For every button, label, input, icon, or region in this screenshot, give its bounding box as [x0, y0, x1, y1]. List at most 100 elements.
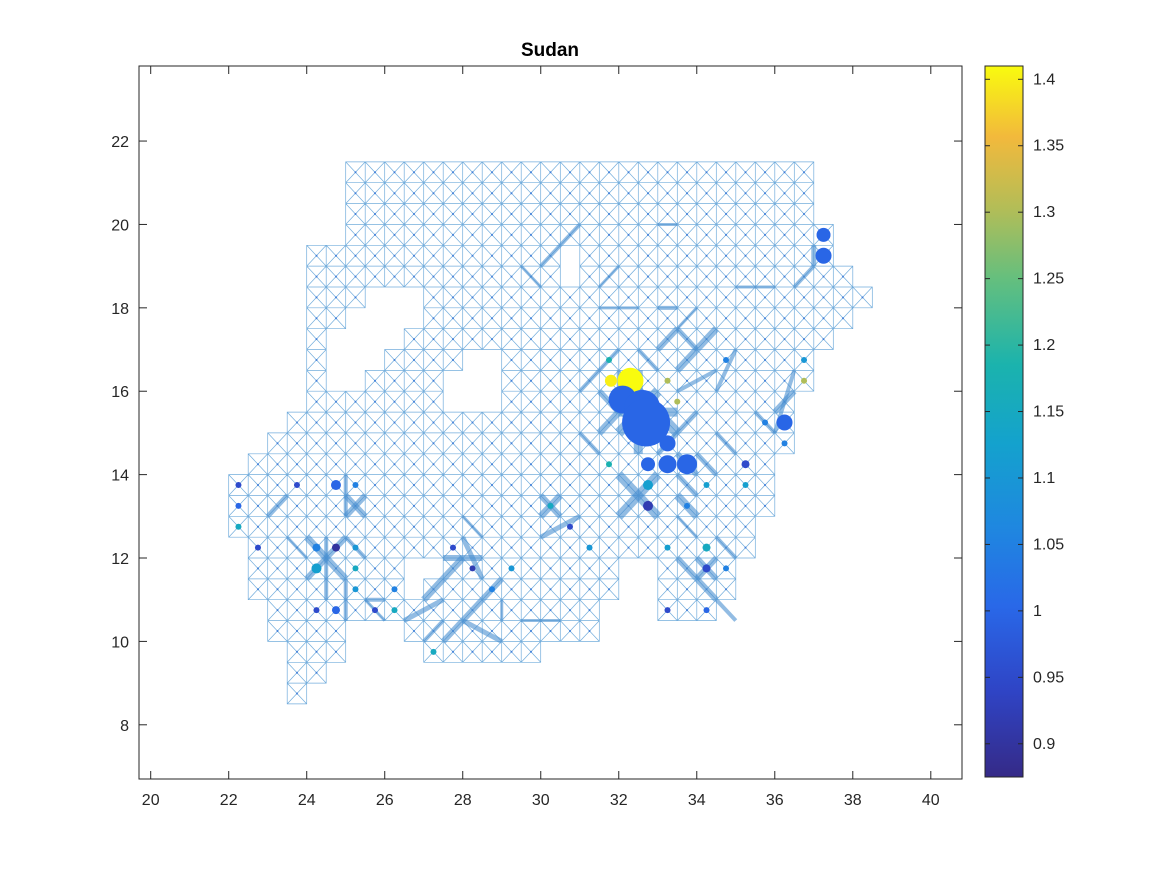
city-node	[643, 500, 654, 511]
flow-segment	[265, 493, 290, 519]
colorbar-tick-label: 0.95	[1033, 669, 1064, 686]
city-node	[312, 543, 321, 552]
city-node	[801, 377, 808, 384]
flow-segment	[539, 514, 581, 540]
x-tick-label: 40	[922, 792, 940, 809]
network-node-dots	[237, 171, 864, 695]
city-node	[815, 247, 832, 264]
flow-segment	[714, 431, 738, 456]
colorbar-tick-label: 1.15	[1033, 404, 1064, 421]
city-node	[776, 414, 793, 431]
y-tick-label: 14	[111, 468, 129, 485]
city-node	[567, 523, 574, 530]
city-node	[723, 565, 730, 572]
city-node	[331, 543, 340, 552]
flow-segment	[461, 515, 484, 539]
flow-segment	[714, 598, 738, 622]
flow-segment	[421, 555, 466, 603]
y-tick-label: 16	[111, 384, 129, 401]
city-node	[235, 502, 242, 509]
city-node	[677, 454, 698, 475]
flow-segment	[539, 223, 582, 268]
plot-area: 20 22 24 26 28 30 32 34 36 38 40 8 10 12 14 16 18 20 22	[111, 65, 963, 809]
colorbar-tick-label: 1.3	[1033, 204, 1055, 221]
city-node	[430, 648, 437, 655]
city-node	[352, 586, 359, 593]
colorbar-ticks: 0.9 0.95 1 1.05 1.1 1.15 1.2 1.25 1.3 1.35 1.4	[985, 71, 1064, 753]
city-node	[311, 563, 322, 574]
city-node	[703, 482, 710, 489]
city-node	[391, 586, 398, 593]
flow-segment	[286, 536, 308, 560]
y-tick-label: 12	[111, 551, 129, 568]
city-node	[674, 398, 681, 405]
city-node	[293, 482, 300, 489]
colorbar-tick-label: 1.1	[1033, 470, 1055, 487]
city-node	[604, 374, 617, 387]
x-tick-label: 36	[766, 792, 784, 809]
y-tick-label: 10	[111, 634, 129, 651]
city-node	[469, 565, 476, 572]
flow-segment	[675, 555, 719, 602]
city-node	[762, 419, 769, 426]
city-node	[664, 544, 671, 551]
flow-segment	[598, 265, 620, 289]
flow-segment	[636, 348, 660, 372]
x-tick-label: 26	[376, 792, 394, 809]
flow-segment	[461, 618, 503, 644]
city-node	[664, 607, 671, 614]
flow-segment	[403, 597, 445, 623]
city-node	[702, 543, 711, 552]
city-node	[723, 356, 730, 363]
flow-segment	[792, 264, 816, 289]
city-node	[352, 482, 359, 489]
city-node	[352, 544, 359, 551]
flow-segment	[675, 472, 699, 498]
y-axis-ticks: 8 10 12 14 16 18 20 22	[111, 134, 962, 735]
flow-segment	[675, 326, 699, 352]
flow-segment	[578, 348, 621, 393]
colorbar: 0.9 0.95 1 1.05 1.1 1.15 1.2 1.25 1.3 1.35 1.4	[984, 65, 1064, 778]
city-node	[547, 502, 554, 509]
city-node	[488, 586, 495, 593]
colorbar-gradient	[984, 65, 1024, 778]
flow-segment	[460, 536, 485, 580]
city-node	[659, 435, 676, 452]
colorbar-tick-label: 0.9	[1033, 736, 1055, 753]
y-tick-label: 20	[111, 217, 129, 234]
x-tick-label: 28	[454, 792, 472, 809]
city-node	[641, 457, 656, 472]
city-node	[508, 565, 515, 572]
city-node	[606, 461, 613, 468]
city-node	[742, 482, 749, 489]
city-node	[254, 544, 261, 551]
flow-segment	[676, 515, 698, 539]
flow-segment	[676, 306, 698, 330]
flow-segment	[422, 619, 445, 643]
y-tick-label: 18	[111, 301, 129, 318]
city-node	[741, 460, 750, 469]
city-node	[658, 455, 677, 474]
city-node	[816, 227, 831, 242]
city-node	[781, 440, 788, 447]
city-node	[352, 565, 359, 572]
city-node	[801, 356, 808, 363]
colorbar-tick-label: 1.05	[1033, 536, 1064, 553]
flow-segment	[520, 265, 542, 289]
y-tick-label: 22	[111, 134, 129, 151]
flow-segment	[694, 452, 719, 477]
flow-segment	[343, 493, 368, 519]
flow-segment	[655, 326, 680, 352]
flow-segment	[676, 368, 718, 393]
x-tick-label: 20	[142, 792, 160, 809]
flow-segment	[714, 348, 738, 393]
y-tick-label: 8	[120, 718, 129, 735]
city-node	[622, 398, 671, 447]
city-node	[664, 377, 671, 384]
city-node	[235, 523, 242, 530]
colorbar-tick-label: 1.2	[1033, 337, 1055, 354]
colorbar-tick-label: 1.35	[1033, 138, 1064, 155]
x-tick-label: 32	[610, 792, 628, 809]
city-node	[643, 480, 654, 491]
